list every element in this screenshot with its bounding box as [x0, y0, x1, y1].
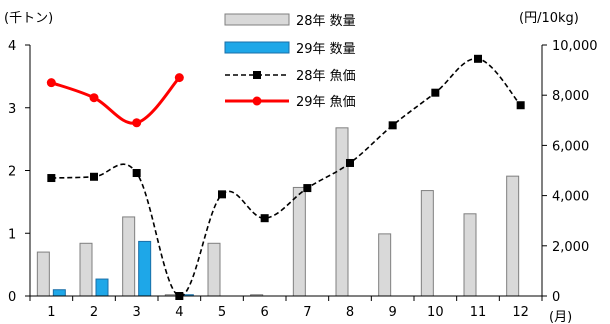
bar-28-volume-8: [335, 127, 349, 297]
left-tick-label: 2: [8, 165, 16, 180]
bar-28-volume-5: [207, 242, 221, 297]
x-tick-label: 8: [346, 305, 354, 320]
legend-28-volume-swatch: [224, 13, 290, 26]
marker-29-price-3: [132, 118, 142, 128]
left-tick-label: 3: [8, 102, 16, 117]
bar-layer: [36, 127, 520, 297]
legend-28-price-marker: [253, 71, 261, 79]
bar-28-volume-12: [506, 175, 520, 297]
x-tick-label: 7: [303, 305, 311, 320]
right-tick-label: 2,000: [552, 240, 589, 255]
legend-29-price-marker: [252, 96, 262, 106]
right-axis-unit-label: (円/10kg): [519, 11, 579, 26]
marker-29-price-2: [89, 93, 99, 103]
bar-29-volume-2: [95, 278, 109, 297]
bar-28-volume-1: [36, 251, 50, 297]
legend-29-volume-swatch: [224, 41, 290, 54]
left-tick-label: 0: [8, 290, 16, 305]
marker-29-price-4: [174, 73, 184, 83]
line-28-price: [51, 57, 522, 297]
bar-28-volume-9: [378, 233, 392, 297]
marker-28-price-10: [431, 88, 440, 97]
x-axis-unit-label: (月): [549, 310, 572, 324]
legend-28-volume-label: 28年 数量: [296, 14, 356, 29]
legend-28-price-label: 28年 魚価: [296, 69, 356, 84]
x-tick-label: 6: [261, 305, 269, 320]
marker-28-price-9: [388, 121, 397, 130]
right-tick-label: 4,000: [552, 190, 589, 205]
legend: 28年 数量 29年 数量 28年 魚価 29年 魚価: [224, 13, 356, 110]
bar-28-volume-3: [122, 216, 136, 297]
right-tick-label: 10,000: [552, 39, 598, 54]
marker-28-price-12: [516, 101, 525, 110]
x-tick-label: 11: [470, 305, 487, 320]
bar-28-volume-7: [292, 186, 306, 297]
x-tick-label: 3: [133, 305, 141, 320]
left-tick-label: 4: [8, 39, 16, 54]
bar-29-volume-1: [52, 289, 66, 297]
right-tick-label: 0: [552, 290, 560, 305]
left-axis-unit-label: (千トン): [4, 11, 53, 26]
marker-28-price-8: [346, 158, 354, 167]
marker-28-price-3: [132, 169, 141, 178]
marker-28-price-7: [303, 184, 312, 193]
x-tick-label: 1: [47, 305, 55, 320]
x-tick-label: 4: [175, 305, 183, 320]
legend-29-price-label: 29年 魚価: [296, 95, 356, 110]
left-tick-label: 1: [8, 227, 16, 242]
marker-28-price-1: [47, 174, 56, 183]
marker-28-price-6: [260, 214, 269, 223]
right-tick-label: 6,000: [552, 139, 589, 154]
x-tick-label: 10: [427, 305, 444, 320]
marker-28-price-5: [218, 190, 226, 199]
line-layer: [46, 54, 525, 300]
marker-29-price-1: [46, 78, 56, 88]
marker-28-price-11: [474, 54, 482, 63]
x-tick-label: 9: [389, 305, 397, 320]
bar-28-volume-10: [420, 190, 434, 297]
x-tick-label: 2: [90, 305, 98, 320]
x-tick-label: 12: [512, 305, 529, 320]
marker-28-price-2: [90, 172, 98, 181]
line-29-price: [50, 76, 181, 125]
bar-28-volume-2: [79, 242, 93, 297]
bar-28-volume-11: [463, 213, 477, 297]
x-tick-label: 5: [218, 305, 226, 320]
legend-29-volume-label: 29年 数量: [296, 42, 356, 57]
bar-29-volume-3: [138, 240, 152, 297]
right-tick-label: 8,000: [552, 89, 589, 104]
